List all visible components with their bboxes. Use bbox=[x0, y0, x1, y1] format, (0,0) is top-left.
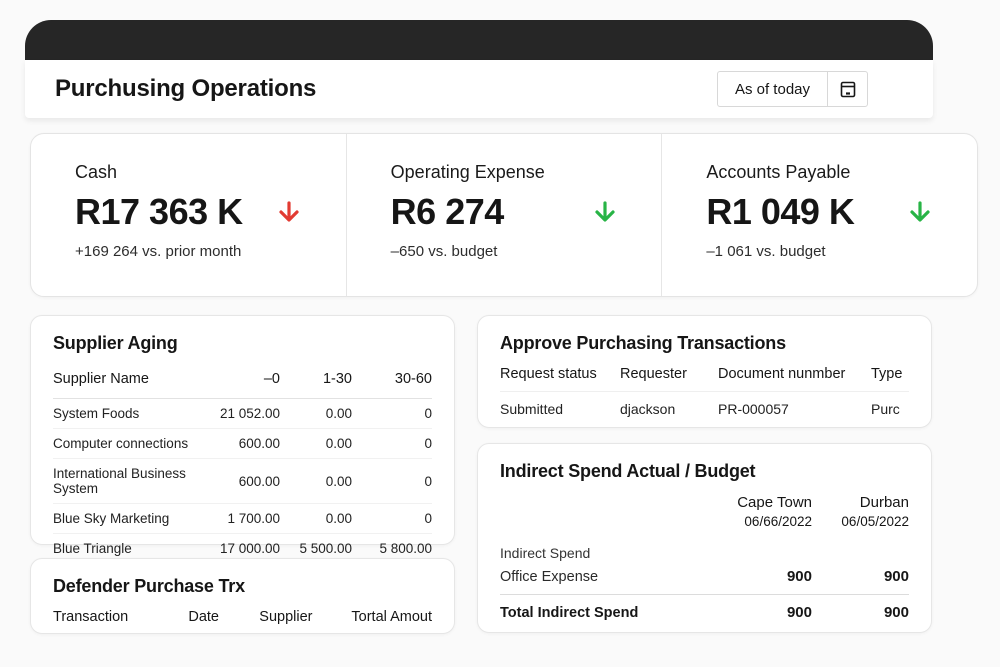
amount-cell: 600.00 bbox=[238, 473, 280, 489]
approve-transactions-panel: Approve Purchasing Transactions Request … bbox=[477, 315, 932, 428]
supplier-aging-table: Supplier Name –0 1-30 30-60 System Foods… bbox=[53, 360, 432, 563]
approve-title: Approve Purchasing Transactions bbox=[500, 333, 786, 353]
trend-down-arrow-icon bbox=[591, 198, 619, 226]
date-label: 06/66/2022 bbox=[744, 514, 812, 529]
city-label: Cape Town bbox=[737, 494, 812, 511]
page-title: Purchusing Operations bbox=[55, 75, 317, 102]
supplier-aging-title: Supplier Aging bbox=[53, 333, 178, 353]
trend-down-arrow-icon bbox=[275, 198, 303, 226]
defender-title: Defender Purchase Trx bbox=[53, 576, 245, 596]
amount-cell: 900 bbox=[883, 604, 909, 621]
column-header: Supplier Name bbox=[53, 371, 149, 387]
indirect-title: Indirect Spend Actual / Budget bbox=[500, 461, 756, 481]
indirect-total-row: Total Indirect Spend 900 900 bbox=[500, 594, 909, 625]
amount-cell: 0.00 bbox=[325, 436, 352, 451]
column-header: Transaction bbox=[53, 609, 129, 625]
app-window: Purchusing Operations As of today bbox=[25, 20, 933, 118]
kpi-value: R6 274 bbox=[390, 191, 505, 232]
indirect-spend-panel: Indirect Spend Actual / Budget Cape Town… bbox=[477, 443, 932, 633]
amount-cell: 1 700.00 bbox=[227, 511, 280, 526]
amount-cell: 0.00 bbox=[325, 406, 352, 421]
column-header: –0 bbox=[263, 371, 280, 387]
request-status-cell: Submitted bbox=[500, 401, 564, 417]
kpi-value: R1 049 K bbox=[706, 191, 855, 232]
page-header: Purchusing Operations As of today bbox=[25, 60, 933, 118]
type-cell: Purc bbox=[871, 401, 900, 417]
amount-cell: 0 bbox=[424, 406, 432, 421]
amount-cell: 0 bbox=[424, 473, 432, 489]
column-header-cape-town: Cape Town 06/66/2022 bbox=[715, 494, 812, 529]
date-label: 06/05/2022 bbox=[841, 514, 909, 529]
kpi-delta: –1 061 vs. budget bbox=[706, 243, 826, 260]
column-header: Requester bbox=[620, 366, 687, 382]
requester-cell: djackson bbox=[620, 401, 676, 417]
table-row: System Foods 21 052.00 0.00 0 bbox=[53, 399, 432, 429]
kpi-label: Operating Expense bbox=[390, 162, 545, 182]
defender-header-row: Transaction Date Supplier Tortal Amout bbox=[53, 609, 432, 625]
left-column: Supplier Aging Supplier Name –0 1-30 30-… bbox=[30, 315, 455, 634]
trend-down-arrow-icon bbox=[906, 198, 934, 226]
kpi-card-cash: Cash R17 363 K +169 264 vs. prior month bbox=[31, 134, 346, 296]
column-header: Type bbox=[871, 366, 903, 382]
table-row: Computer connections 600.00 0.00 0 bbox=[53, 429, 432, 459]
table-row[interactable]: Submitted djackson PR-000057 Purc bbox=[500, 392, 909, 417]
table-row: International Business System 600.00 0.0… bbox=[53, 459, 432, 504]
indirect-column-headers: Cape Town 06/66/2022 Durban 06/05/2022 bbox=[500, 494, 909, 539]
column-header: Request status bbox=[500, 366, 597, 382]
indirect-group-label: Indirect Spend bbox=[500, 545, 591, 561]
city-label: Durban bbox=[859, 494, 909, 511]
amount-cell: 0.00 bbox=[325, 473, 352, 489]
table-row: Blue Triangle 17 000.00 5 500.00 5 800.0… bbox=[53, 534, 432, 563]
kpi-card-accounts-payable: Accounts Payable R1 049 K –1 061 vs. bud… bbox=[661, 134, 977, 296]
approve-header-row: Request status Requester Document nunmbe… bbox=[500, 366, 909, 392]
supplier-aging-panel: Supplier Aging Supplier Name –0 1-30 30-… bbox=[30, 315, 455, 556]
kpi-delta: +169 264 vs. prior month bbox=[75, 243, 242, 260]
total-label: Total Indirect Spend bbox=[500, 604, 639, 621]
amount-cell: 17 000.00 bbox=[219, 541, 280, 556]
kpi-card-operating-expense: Operating Expense R6 274 –650 vs. budget bbox=[345, 134, 662, 296]
kpi-row: Cash R17 363 K +169 264 vs. prior month … bbox=[30, 133, 978, 297]
window-top-bar bbox=[25, 20, 933, 60]
supplier-name-cell: Computer connections bbox=[53, 436, 189, 451]
amount-cell: 0.00 bbox=[325, 511, 352, 526]
date-filter-label[interactable]: As of today bbox=[734, 80, 810, 98]
column-header: Date bbox=[188, 609, 219, 625]
kpi-delta: –650 vs. budget bbox=[390, 243, 498, 260]
amount-cell: 21 052.00 bbox=[219, 406, 280, 421]
amount-cell: 600.00 bbox=[238, 436, 280, 451]
column-header: 1-30 bbox=[322, 371, 352, 387]
supplier-name-cell: System Foods bbox=[53, 406, 140, 421]
amount-cell: 0 bbox=[424, 436, 432, 451]
column-header: Tortal Amout bbox=[351, 609, 432, 625]
table-row: Blue Sky Marketing 1 700.00 0.00 0 bbox=[53, 504, 432, 534]
defender-purchase-trx-panel: Defender Purchase Trx Transaction Date S… bbox=[30, 558, 455, 634]
document-number-cell: PR-000057 bbox=[718, 401, 789, 417]
kpi-label: Accounts Payable bbox=[706, 162, 851, 182]
amount-cell: 0 bbox=[424, 511, 432, 526]
column-header: Supplier bbox=[259, 609, 313, 625]
kpi-value: R17 363 K bbox=[75, 191, 243, 232]
amount-cell: 5 500.00 bbox=[299, 541, 352, 556]
date-filter[interactable]: As of today bbox=[716, 71, 868, 107]
supplier-name-cell: Blue Sky Marketing bbox=[53, 511, 170, 526]
amount-cell: 5 800.00 bbox=[379, 541, 432, 556]
supplier-aging-header-row: Supplier Name –0 1-30 30-60 bbox=[53, 360, 432, 399]
amount-cell: 900 bbox=[786, 604, 812, 621]
column-header-durban: Durban 06/05/2022 bbox=[812, 494, 909, 529]
table-row: Office Expense 900 900 bbox=[500, 565, 909, 594]
kpi-label: Cash bbox=[75, 162, 118, 182]
expense-label: Office Expense bbox=[500, 568, 599, 585]
amount-cell: 900 bbox=[883, 568, 909, 585]
column-header: Document nunmber bbox=[718, 366, 846, 382]
calendar-icon bbox=[838, 79, 858, 99]
supplier-name-cell: International Business System bbox=[53, 466, 186, 496]
right-column: Approve Purchasing Transactions Request … bbox=[477, 315, 932, 633]
supplier-name-cell: Blue Triangle bbox=[53, 541, 132, 556]
date-filter-calendar-button[interactable] bbox=[827, 72, 867, 106]
column-header: 30-60 bbox=[394, 371, 432, 387]
amount-cell: 900 bbox=[786, 568, 812, 585]
